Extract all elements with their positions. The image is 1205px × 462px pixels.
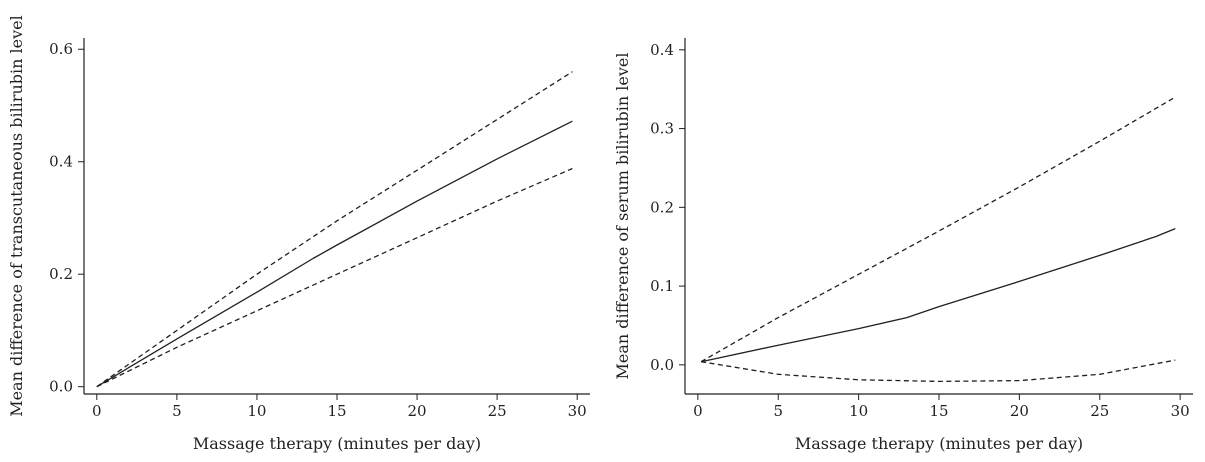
y-tick-label: 0.1 — [650, 277, 674, 295]
x-tick-label: 10 — [849, 402, 868, 420]
y-tick-label: 0.0 — [49, 378, 73, 396]
estimate-line-1 — [700, 227, 1176, 363]
x-tick-label: 5 — [172, 402, 182, 420]
x-tick-label: 0 — [92, 402, 102, 420]
y-tick-label: 0.4 — [650, 41, 674, 59]
x-tick-label: 30 — [1171, 402, 1190, 420]
x-tick-label: 15 — [327, 402, 346, 420]
chart-panel-2: 0 5 10 15 20 25 30 0.0 0.1 0.2 0.3 0.4 Massage thera… — [613, 38, 1193, 453]
x-tick-label: 10 — [247, 402, 266, 420]
y-tick-label: 0.6 — [49, 40, 73, 58]
x-tick-label: 5 — [773, 402, 783, 420]
confidence-bound-line-3 — [96, 167, 573, 388]
confidence-bound-line-3 — [700, 359, 1176, 383]
y-tick-label: 0.3 — [650, 120, 674, 138]
y-tick-label: 0.4 — [49, 153, 73, 171]
y-axis-label: Mean difference of serum bilirubin level — [613, 53, 632, 380]
x-tick-label: 25 — [1090, 402, 1109, 420]
y-tick-label: 0.0 — [650, 356, 674, 374]
x-tick-label: 20 — [1010, 402, 1029, 420]
x-tick-label: 20 — [408, 402, 427, 420]
confidence-bound-line-2 — [700, 96, 1176, 363]
y-tick-label: 0.2 — [49, 265, 73, 283]
x-tick-label: 30 — [568, 402, 587, 420]
y-tick-label: 0.2 — [650, 198, 674, 216]
x-tick-label: 25 — [488, 402, 507, 420]
x-axis-label: Massage therapy (minutes per day) — [193, 434, 481, 453]
x-tick-label: 0 — [693, 402, 703, 420]
x-axis-label: Massage therapy (minutes per day) — [795, 434, 1083, 453]
x-tick-label: 15 — [929, 402, 948, 420]
confidence-bound-line-2 — [96, 71, 573, 388]
y-axis-label: Mean difference of transcutaneous biliru… — [7, 15, 26, 416]
estimate-line-1 — [96, 120, 573, 388]
chart-panel-1: 0 5 10 15 20 25 30 0.0 0.2 0.4 0.6 Massage therapy … — [7, 15, 590, 453]
